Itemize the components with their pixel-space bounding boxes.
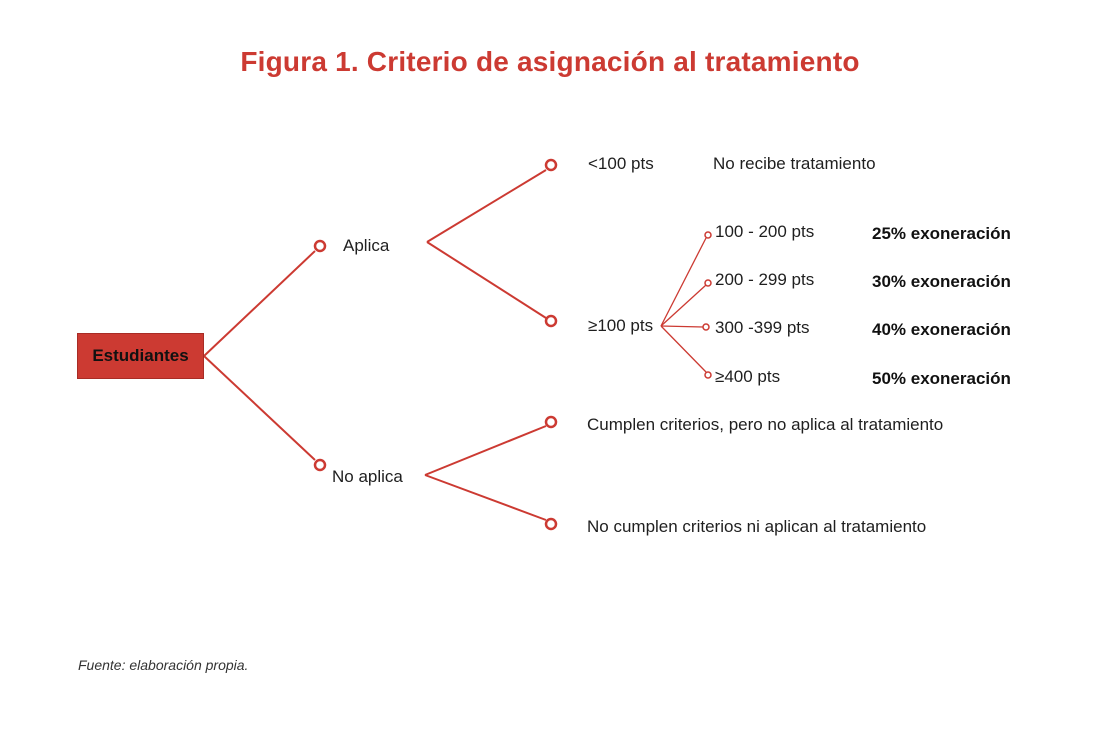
edge-tier-1 bbox=[660, 237, 707, 327]
tier-4-range: ≥400 pts bbox=[715, 367, 781, 386]
tier-1-range: 100 - 200 pts bbox=[715, 222, 815, 241]
node-no-aplica bbox=[313, 458, 327, 472]
noaplica-outcome-2: No cumplen criterios ni aplican al trata… bbox=[587, 517, 927, 536]
node-noaplica-2 bbox=[544, 517, 558, 531]
tier-3-result: 40% exoneración bbox=[872, 320, 1011, 339]
node-tier-4 bbox=[704, 371, 712, 379]
node-low bbox=[544, 158, 558, 172]
node-tier-1 bbox=[704, 231, 712, 239]
node-tier-2 bbox=[704, 279, 712, 287]
node-noaplica-1 bbox=[544, 415, 558, 429]
node-high bbox=[544, 314, 558, 328]
low-result-label: No recibe tratamiento bbox=[713, 154, 876, 173]
tier-2-range: 200 - 299 pts bbox=[715, 270, 815, 289]
aplica-label: Aplica bbox=[343, 236, 390, 255]
tier-1-result: 25% exoneración bbox=[872, 224, 1011, 243]
node-aplica bbox=[313, 239, 327, 253]
no-aplica-label: No aplica bbox=[332, 467, 403, 486]
edge-noaplica-1 bbox=[424, 425, 547, 476]
tier-3-range: 300 -399 pts bbox=[715, 318, 810, 337]
node-tier-3 bbox=[702, 323, 710, 331]
root-label: Estudiantes bbox=[92, 346, 189, 365]
tier-2-result: 30% exoneración bbox=[872, 272, 1011, 291]
edge-tier-2 bbox=[660, 284, 707, 327]
edge-tier-3 bbox=[660, 325, 704, 328]
source-note: Fuente: elaboración propia. bbox=[78, 657, 249, 673]
root-node-box: Estudiantes bbox=[77, 333, 204, 379]
tier-4-result: 50% exoneración bbox=[872, 369, 1011, 388]
edge-aplica-high bbox=[426, 241, 547, 319]
high-range-label: ≥100 pts bbox=[588, 316, 654, 335]
low-range-label: <100 pts bbox=[588, 154, 654, 173]
noaplica-outcome-1: Cumplen criterios, pero no aplica al tra… bbox=[587, 415, 944, 434]
edge-aplica-low bbox=[426, 169, 547, 243]
edge-tier-4 bbox=[660, 325, 707, 373]
edge-noaplica-2 bbox=[424, 474, 547, 521]
edge-root-no-aplica bbox=[203, 355, 316, 461]
figure-title: Figura 1. Criterio de asignación al trat… bbox=[240, 46, 860, 77]
edge-root-aplica bbox=[203, 250, 316, 357]
